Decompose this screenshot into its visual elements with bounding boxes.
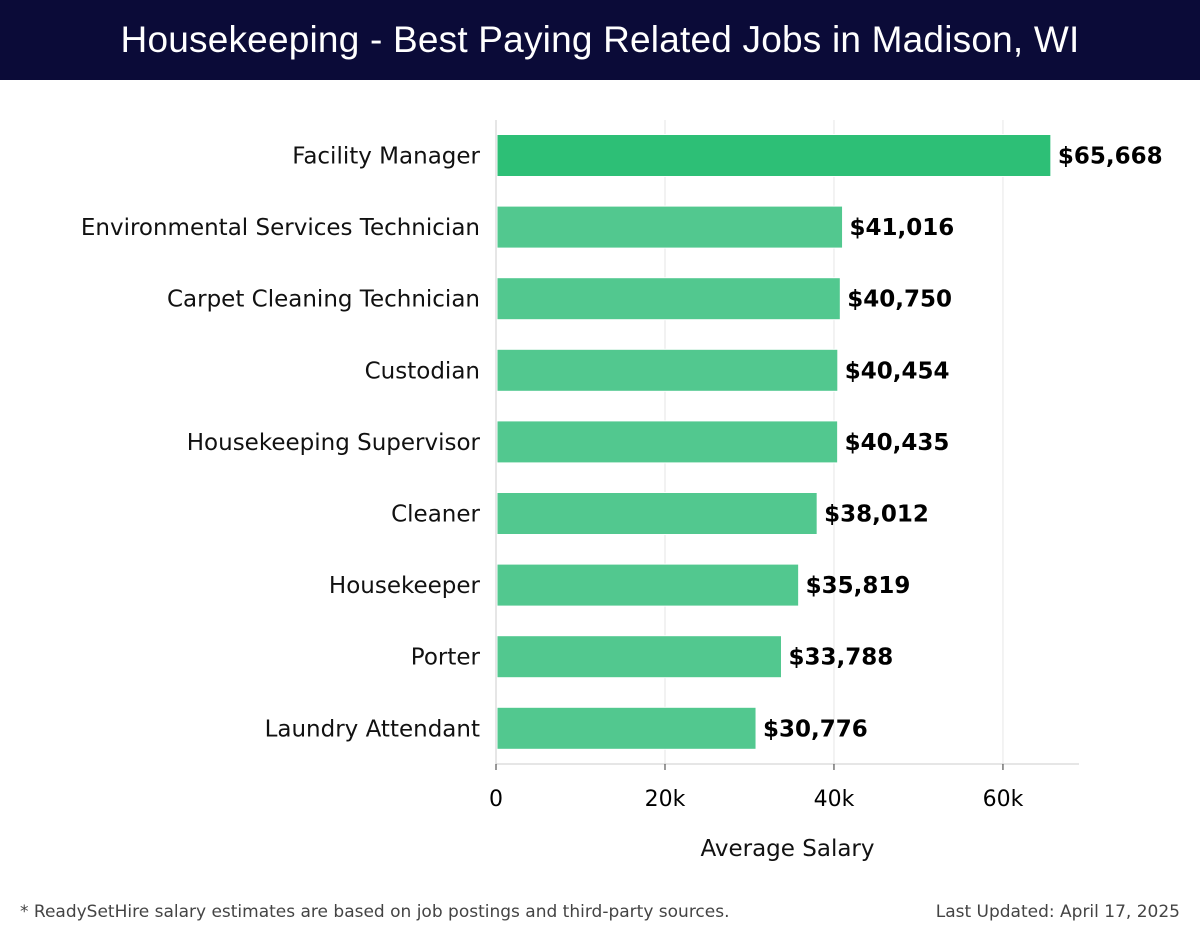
bar-6 — [496, 563, 800, 607]
category-label: Cleaner — [391, 502, 480, 528]
value-label: $40,435 — [845, 430, 950, 456]
x-tick-label: 40k — [814, 787, 855, 812]
category-label: Carpet Cleaning Technician — [167, 287, 480, 313]
value-label: $41,016 — [850, 215, 955, 241]
value-label: $40,750 — [847, 287, 952, 313]
bar-chart: 0 20k 40k 60k Average Salary Facility Manager… — [81, 120, 1163, 862]
value-label: $65,668 — [1058, 144, 1163, 170]
chart-header: Housekeeping - Best Paying Related Jobs … — [0, 0, 1200, 80]
last-updated-text: Last Updated: April 17, 2025 — [935, 902, 1180, 922]
bar-3 — [496, 348, 839, 392]
value-label: $40,454 — [845, 358, 950, 384]
bar-4 — [496, 420, 839, 464]
category-label: Custodian — [365, 358, 480, 384]
bar-0 — [496, 134, 1052, 177]
chart-title: Housekeeping - Best Paying Related Jobs … — [120, 19, 1080, 60]
bar-1 — [496, 205, 844, 249]
category-label: Facility Manager — [292, 144, 480, 170]
value-label: $30,776 — [763, 716, 868, 742]
value-label: $35,819 — [806, 573, 911, 599]
category-label: Laundry Attendant — [265, 716, 480, 742]
category-label: Housekeeping Supervisor — [187, 430, 481, 456]
x-tick-label: 20k — [645, 787, 686, 812]
footer-note: * ReadySetHire salary estimates are base… — [20, 902, 730, 922]
value-label: $33,788 — [788, 645, 893, 671]
bar-2 — [496, 277, 841, 321]
category-label: Environmental Services Technician — [81, 215, 480, 241]
x-axis-title: Average Salary — [700, 836, 874, 862]
value-label: $38,012 — [824, 502, 929, 528]
x-tick-label: 0 — [489, 787, 503, 812]
x-tick-label: 60k — [983, 787, 1024, 812]
category-label: Housekeeper — [329, 573, 481, 599]
category-label: Porter — [411, 645, 481, 671]
bar-7 — [496, 635, 782, 679]
bar-8 — [496, 706, 757, 750]
bar-5 — [496, 492, 818, 535]
